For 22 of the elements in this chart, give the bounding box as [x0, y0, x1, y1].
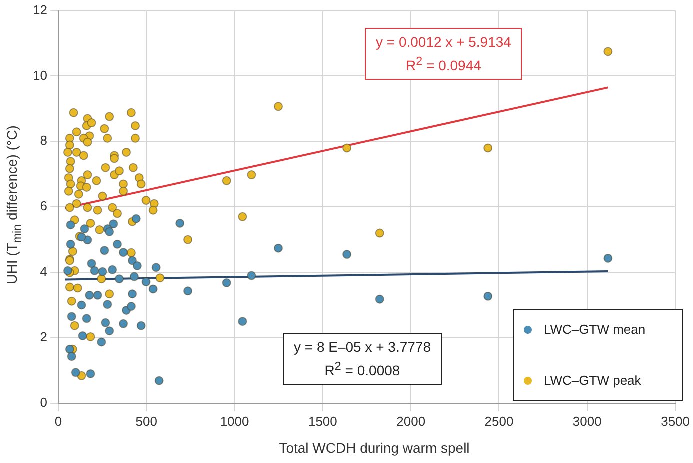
x-tick-label: 2500	[484, 414, 514, 429]
legend-label: LWC–GTW mean	[544, 322, 646, 337]
y-tick-label: 6	[40, 198, 48, 214]
annotation: y = 8 E–05 x + 3.7778	[294, 338, 431, 357]
annotation: R$^{2}$ = 0.0944	[405, 54, 482, 76]
y-tick-label: 0	[40, 394, 48, 410]
x-tick-label: 3500	[661, 414, 690, 429]
y-tick-label: 8	[40, 133, 48, 148]
y-tick-label: 2	[40, 330, 48, 345]
x-tick-label: 1000	[220, 414, 250, 429]
x-tick-label: 3000	[572, 414, 602, 429]
x-tick-label: 500	[136, 414, 158, 429]
x-tick-label: 1500	[308, 414, 338, 429]
y-tick-label: 10	[32, 68, 48, 83]
x-axis-title: Total WCDH during warm spell	[278, 440, 471, 456]
y-tick-label: 12	[32, 2, 48, 18]
annotation: R$^{2}$ = 0.0008	[324, 359, 402, 381]
x-tick-label: 2000	[396, 414, 426, 429]
legend-label: LWC–GTW peak	[544, 373, 642, 388]
x-tick-label: 0	[54, 414, 62, 429]
annotation: y = 0.0012 x + 5.9134	[376, 33, 512, 52]
y-tick-label: 4	[40, 264, 48, 280]
